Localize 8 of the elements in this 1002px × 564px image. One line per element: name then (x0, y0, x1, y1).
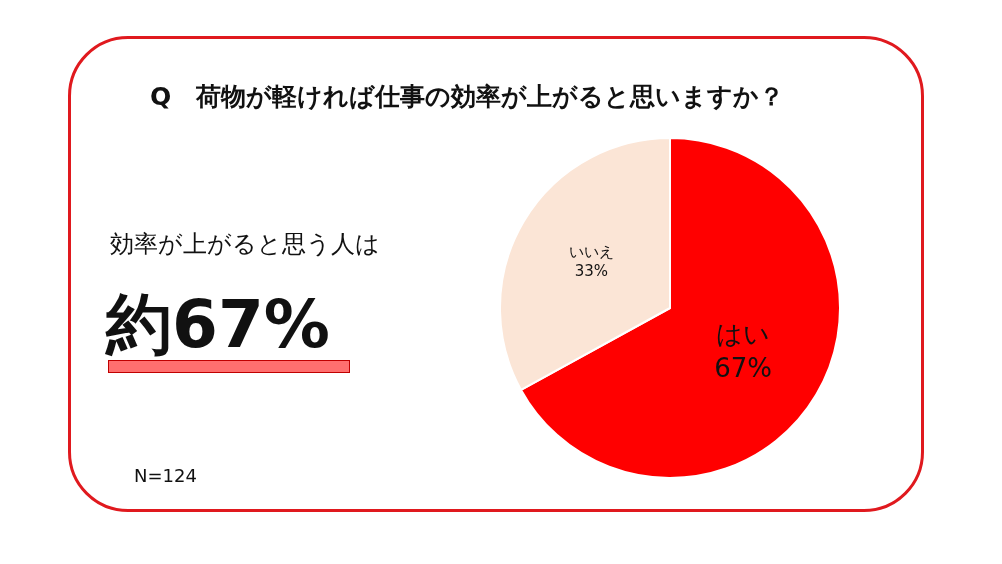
data-label: 33% (574, 262, 609, 281)
slice-label: いいえ (568, 242, 614, 261)
text: 効率が上がると思う人は (110, 229, 380, 260)
slice-label: はい (716, 319, 771, 350)
chart-title: Q 荷物が軽ければ仕事の効率が上がると思いますか？ (150, 81, 785, 113)
data-label: 67% (714, 353, 773, 384)
text: N=124 (134, 465, 197, 486)
text: 約67% (106, 285, 330, 365)
